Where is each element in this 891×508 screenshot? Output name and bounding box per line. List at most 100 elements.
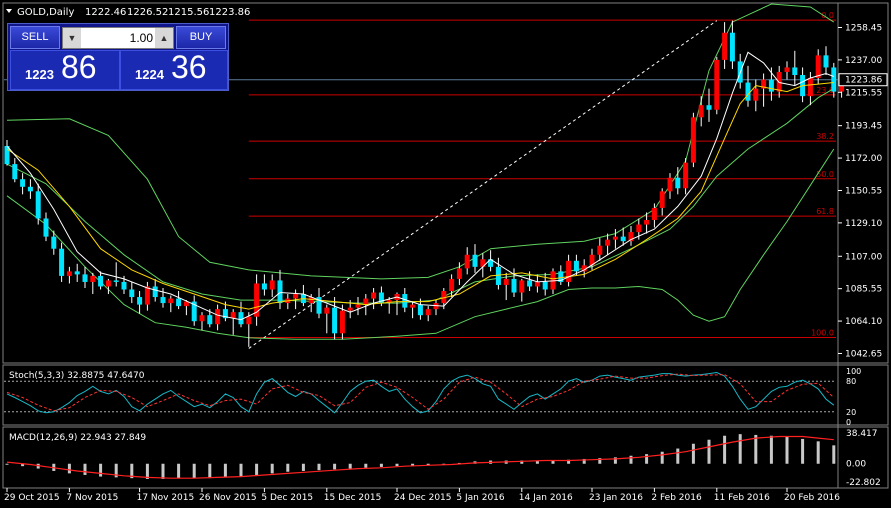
price-tick-label: 1129.10 [845, 219, 882, 229]
candle-body [316, 297, 322, 314]
candle [683, 158, 689, 195]
candle [503, 272, 509, 301]
stoch-tick-label: 0 [846, 418, 851, 427]
candle [722, 22, 728, 69]
candle-body [753, 88, 759, 101]
candle [714, 56, 720, 115]
close-value: 1223.86 [209, 7, 250, 18]
stochastic-title: Stoch(5,3,3) 32.8875 47.6470 [9, 371, 145, 381]
candle-body [339, 310, 345, 334]
candle-body [761, 79, 767, 89]
macd-histogram-bar [785, 436, 789, 464]
candle-body [519, 280, 525, 293]
candle-body [98, 275, 104, 287]
candle-body [573, 260, 579, 272]
candle [620, 227, 626, 246]
candle [815, 49, 821, 85]
candle [511, 268, 517, 298]
candle-body [152, 286, 158, 298]
candle-body [807, 78, 813, 97]
candle-body [815, 55, 821, 79]
candle-body [417, 304, 423, 316]
sell-quote[interactable]: 1223 86 [10, 49, 120, 90]
high-value: 1226.52 [127, 7, 168, 18]
sell-button[interactable]: SELL [10, 26, 60, 49]
candle-body [347, 307, 353, 311]
macd-histogram-bar [223, 463, 227, 478]
candle [137, 291, 143, 314]
macd-histogram-bar [192, 463, 196, 479]
macd-histogram-bar [255, 463, 259, 475]
lot-size-input[interactable] [83, 28, 155, 48]
candle [246, 312, 252, 347]
lot-decrease-icon[interactable]: ▼ [63, 28, 81, 48]
candle-body [386, 300, 392, 304]
candle-body [597, 245, 603, 255]
stoch-tick-label: 20 [846, 408, 856, 417]
candle-body [534, 281, 540, 287]
candle [784, 61, 790, 80]
lot-increase-icon[interactable]: ▲ [155, 28, 173, 48]
candle [667, 173, 673, 199]
macd-tick-label: 38.417 [846, 429, 878, 439]
fib-level-label: 50.0 [816, 170, 834, 179]
candle [82, 266, 88, 288]
candle-body [59, 248, 65, 276]
date-tick-label: 5 Jan 2016 [456, 493, 504, 503]
buy-button[interactable]: BUY [176, 26, 226, 49]
macd-histogram-bar [801, 438, 805, 464]
macd-histogram-bar [317, 463, 321, 471]
candle-body [402, 294, 408, 308]
macd-signal-line [6, 435, 834, 479]
symbol-dropdown-icon[interactable] [6, 9, 12, 13]
date-tick-label: 2 Feb 2016 [651, 493, 702, 503]
buy-quote[interactable]: 1224 36 [120, 49, 228, 90]
candle-body [230, 312, 236, 319]
candle [4, 139, 10, 166]
candle-body [410, 304, 416, 308]
candle [495, 257, 501, 290]
candle-body [261, 283, 267, 290]
price-tick-label: 1064.10 [845, 317, 882, 327]
candle [464, 247, 470, 275]
candle [98, 271, 104, 290]
candle-body [441, 291, 447, 304]
candle-body [527, 280, 533, 287]
one-click-trading-panel: SELL ▼ ▲ BUY 1223 86 1224 36 [7, 23, 229, 91]
candle [230, 309, 236, 335]
candle-body [246, 316, 252, 325]
date-tick-label: 5 Dec 2015 [261, 493, 313, 503]
candle [698, 96, 704, 127]
macd-histogram-bar [161, 463, 165, 479]
candle-body [12, 164, 18, 180]
macd-histogram-bar [754, 434, 758, 464]
macd-histogram-bar [426, 463, 430, 466]
candle-body [605, 239, 611, 246]
buy-price-prefix: 1224 [135, 67, 164, 82]
candle-body [160, 297, 166, 304]
macd-histogram-bar [99, 463, 103, 477]
candle-body [27, 186, 33, 192]
candle-body [488, 259, 494, 267]
candle-body [690, 117, 696, 163]
candle [831, 62, 837, 98]
macd-histogram-bar [582, 458, 586, 464]
candle [27, 179, 33, 199]
candle-body [581, 265, 587, 272]
price-tick-label: 1258.45 [845, 23, 882, 33]
candle [43, 212, 49, 242]
macd-histogram-bar [348, 463, 352, 469]
candle-body [456, 268, 462, 279]
candle [659, 188, 665, 216]
candle [355, 297, 361, 316]
macd-panel [5, 434, 836, 479]
candle [238, 301, 244, 328]
candle [605, 233, 611, 255]
macd-histogram-bar [660, 451, 664, 464]
current-price-tag [838, 73, 888, 87]
macd-histogram-bar [598, 458, 602, 464]
candle-body [589, 254, 595, 266]
date-tick-label: 7 Nov 2015 [66, 493, 118, 503]
price-tick-label: 1107.00 [845, 252, 882, 262]
